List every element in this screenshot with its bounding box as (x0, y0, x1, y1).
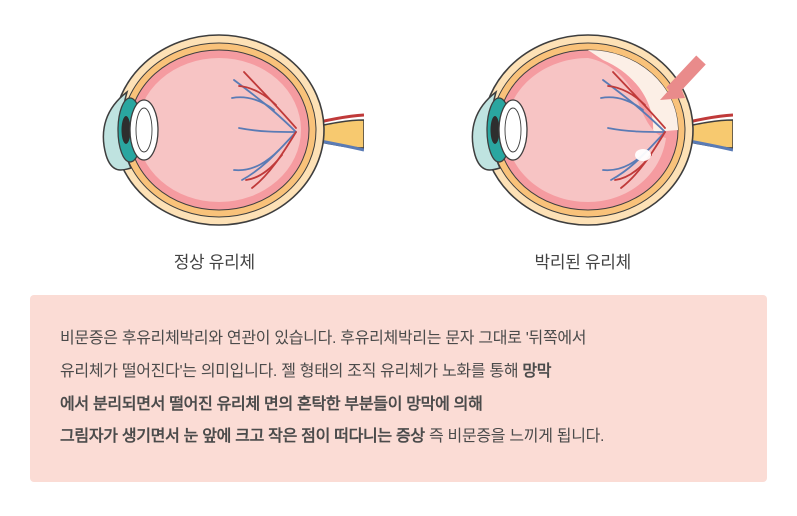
info-line-1: 비문증은 후유리체박리와 연관이 있습니다. 후유리체박리는 문자 그대로 '뒤… (60, 330, 586, 347)
detached-eye-label: 박리된 유리체 (535, 248, 631, 273)
info-bold-3: 그림자가 생기면서 눈 앞에 크고 작은 점이 떠다니는 증상 (60, 428, 425, 445)
info-bold-1: 망막 (522, 363, 551, 380)
normal-eye-label: 정상 유리체 (174, 248, 255, 273)
info-box: 비문증은 후유리체박리와 연관이 있습니다. 후유리체박리는 문자 그대로 '뒤… (30, 295, 767, 482)
info-line-tail: 즉 비문증을 느끼게 됩니다. (425, 428, 604, 445)
normal-eye-diagram (64, 20, 364, 240)
normal-eye-block: 정상 유리체 (64, 20, 364, 273)
detached-eye-diagram (433, 20, 733, 240)
detached-eye-block: 박리된 유리체 (433, 20, 733, 273)
info-line-2a: 유리체가 떨어진다'는 의미입니다. 젤 형태의 조직 유리체가 노화를 통해 (60, 363, 522, 380)
eye-diagrams-row: 정상 유리체 (30, 20, 767, 273)
info-bold-2: 에서 분리되면서 떨어진 유리체 면의 혼탁한 부분들이 망막에 의해 (60, 396, 483, 413)
